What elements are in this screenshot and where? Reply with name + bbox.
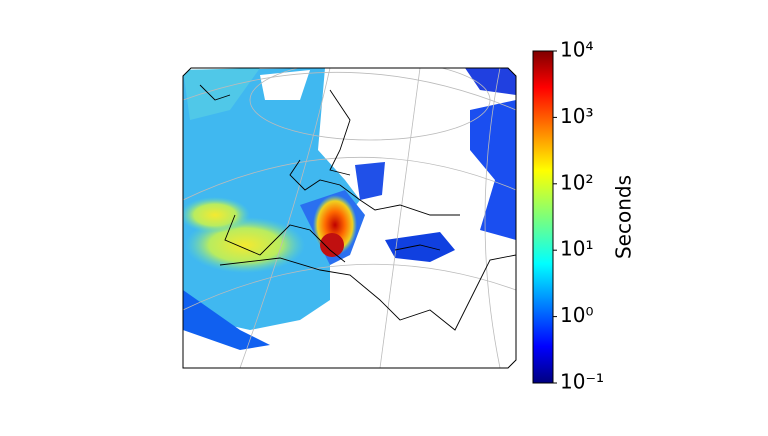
colorbar-tick-label: 10⁴: [560, 38, 593, 62]
colorbar-tick-label: 10⁻¹: [560, 370, 604, 394]
colorbar-label: Seconds: [612, 175, 636, 259]
colorbar: [532, 50, 554, 384]
map: [183, 68, 516, 368]
colorbar-tick-label: 10³: [560, 104, 593, 128]
colorbar-tick-label: 10¹: [560, 237, 593, 261]
colorbar-tick-label: 10⁰: [560, 303, 593, 327]
colorbar-tick-label: 10²: [560, 170, 593, 194]
